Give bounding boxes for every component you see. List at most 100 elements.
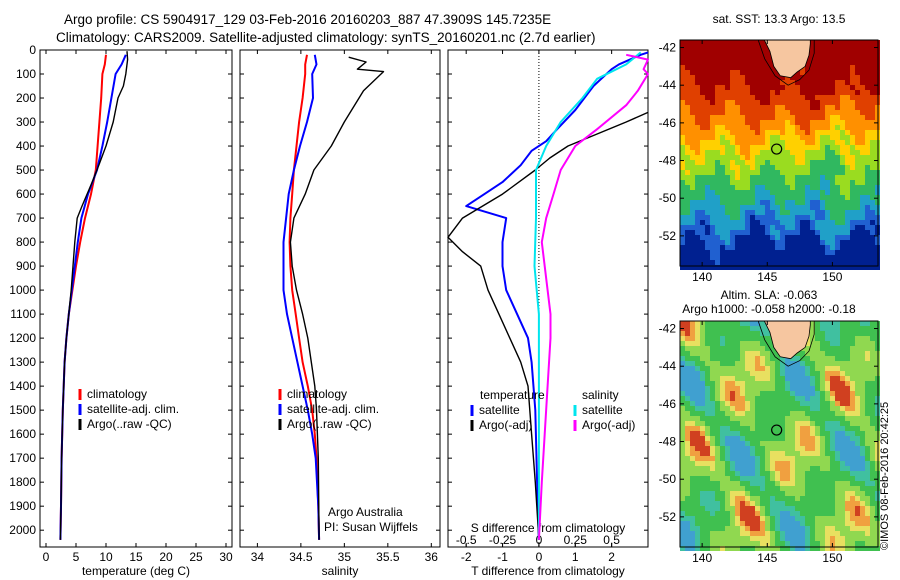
sst-pixel — [860, 135, 865, 140]
sst-pixel — [805, 225, 810, 230]
sla-pixel — [715, 446, 720, 451]
sla-pixel — [725, 391, 730, 396]
sla-pixel — [730, 416, 735, 421]
sst-pixel — [705, 200, 710, 205]
sst-pixel — [825, 195, 830, 200]
sst-pixel — [825, 120, 830, 125]
sla-pixel — [750, 541, 755, 546]
sst-pixel — [710, 195, 715, 200]
depth-tick-label: 700 — [16, 211, 36, 225]
sla-pixel — [800, 361, 805, 366]
sst-pixel — [745, 265, 750, 270]
sst-pixel — [845, 235, 850, 240]
sla-pixel — [750, 516, 755, 521]
sla-pixel — [800, 436, 805, 441]
sst-pixel — [700, 140, 705, 145]
sst-pixel — [700, 55, 705, 60]
sla-pixel — [870, 421, 875, 426]
sst-pixel — [720, 195, 725, 200]
sst-pixel — [815, 245, 820, 250]
sst-pixel — [860, 130, 865, 135]
sla-pixel — [695, 426, 700, 431]
sst-pixel — [755, 190, 760, 195]
sla-pixel — [755, 371, 760, 376]
sst-pixel — [730, 90, 735, 95]
sla-pixel — [775, 371, 780, 376]
sla-pixel — [800, 381, 805, 386]
sla-pixel — [805, 441, 810, 446]
sst-pixel — [850, 130, 855, 135]
sst-pixel — [810, 200, 815, 205]
sst-pixel — [770, 105, 775, 110]
sla-pixel — [790, 521, 795, 526]
sst-pixel — [785, 240, 790, 245]
sla-pixel — [745, 421, 750, 426]
sst-pixel — [825, 230, 830, 235]
sst-pixel — [745, 120, 750, 125]
sla-pixel — [735, 396, 740, 401]
sst-pixel — [850, 75, 855, 80]
sla-pixel — [730, 426, 735, 431]
sla-pixel — [705, 441, 710, 446]
sst-pixel — [710, 225, 715, 230]
sla-pixel — [755, 356, 760, 361]
sst-pixel — [700, 230, 705, 235]
sla-pixel — [850, 536, 855, 541]
sst-pixel — [815, 125, 820, 130]
sst-pixel — [870, 160, 875, 165]
sst-pixel — [680, 65, 685, 70]
sla-pixel — [720, 496, 725, 501]
sst-pixel — [795, 195, 800, 200]
sla-pixel — [870, 401, 875, 406]
sla-pixel — [755, 521, 760, 526]
sla-pixel — [755, 481, 760, 486]
sst-pixel — [765, 95, 770, 100]
sst-pixel — [695, 200, 700, 205]
lat-tick-label: -42 — [659, 322, 677, 336]
sst-pixel — [805, 240, 810, 245]
sst-pixel — [815, 60, 820, 65]
sla-pixel — [715, 326, 720, 331]
sla-pixel — [790, 406, 795, 411]
sla-pixel — [865, 346, 870, 351]
sst-pixel — [780, 150, 785, 155]
sla-pixel — [700, 501, 705, 506]
sst-pixel — [845, 205, 850, 210]
sla-pixel — [755, 441, 760, 446]
sst-pixel — [770, 140, 775, 145]
sla-pixel — [760, 521, 765, 526]
sla-pixel — [860, 401, 865, 406]
sla-pixel — [700, 456, 705, 461]
sst-pixel — [750, 65, 755, 70]
sla-pixel — [785, 391, 790, 396]
sst-pixel — [835, 85, 840, 90]
sla-pixel — [845, 466, 850, 471]
sla-pixel — [695, 336, 700, 341]
sla-pixel — [790, 446, 795, 451]
sst-pixel — [840, 220, 845, 225]
sla-pixel — [725, 516, 730, 521]
sst-pixel — [785, 80, 790, 85]
sst-pixel — [755, 240, 760, 245]
sla-pixel — [725, 351, 730, 356]
sla-pixel — [680, 441, 685, 446]
sst-pixel — [680, 230, 685, 235]
sst-pixel — [740, 230, 745, 235]
sst-pixel — [810, 165, 815, 170]
sla-pixel — [825, 531, 830, 536]
sla-pixel — [725, 491, 730, 496]
sla-pixel — [795, 496, 800, 501]
sla-pixel — [810, 471, 815, 476]
sla-pixel — [815, 476, 820, 481]
sst-pixel — [740, 40, 745, 45]
sst-pixel — [800, 205, 805, 210]
sla-pixel — [870, 461, 875, 466]
sla-pixel — [725, 396, 730, 401]
sla-pixel — [695, 491, 700, 496]
sst-pixel — [745, 145, 750, 150]
sla-pixel — [785, 536, 790, 541]
sst-pixel — [760, 240, 765, 245]
sla-pixel — [710, 326, 715, 331]
sla-pixel — [735, 471, 740, 476]
sst-pixel — [695, 85, 700, 90]
